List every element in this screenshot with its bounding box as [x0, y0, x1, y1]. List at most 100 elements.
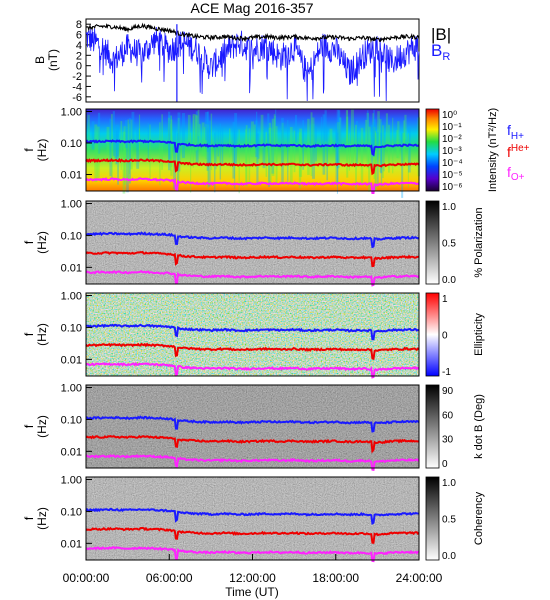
gyro-line-f-he — [85, 434, 420, 454]
spectrogram-streak — [187, 114, 191, 142]
b-series — [85, 22, 420, 102]
f-ytick-label: 1.00 — [61, 106, 82, 118]
f-ylabel: f — [22, 332, 36, 336]
f-ylabel-unit: (Hz) — [35, 323, 49, 346]
spectrogram-streak — [205, 123, 207, 160]
spectrogram-streak — [380, 132, 383, 174]
f-ylabel-unit: (Hz) — [35, 507, 49, 530]
spectrogram-streak — [281, 117, 284, 183]
spectrogram-streak — [215, 125, 217, 170]
colorbar-label: Coherency — [473, 491, 485, 545]
x-tick-label: 12:00:00 — [229, 571, 276, 585]
spectrogram-streak — [206, 125, 209, 171]
spectrogram-streak — [168, 115, 172, 160]
f-ylabel-unit: (Hz) — [35, 139, 49, 162]
spectrogram-streak — [366, 112, 369, 169]
spectrogram-streak — [91, 121, 95, 150]
spectrogram-streak — [120, 121, 123, 170]
spectrogram-streak — [217, 128, 219, 157]
gyro-line-f-he — [85, 158, 420, 176]
spectrogram-streak — [136, 129, 140, 169]
panel-polarization: 1.00 0.10 0.01 f (Hz) 1.0 0.5 0.0 % Polarization — [22, 199, 485, 287]
f-ytick-label: 0.10 — [61, 138, 82, 150]
f-ytick-label: 1.00 — [61, 199, 82, 211]
spectrogram-streak — [312, 123, 315, 179]
spectrogram-streak — [329, 128, 333, 154]
spectrogram-streak — [96, 126, 100, 178]
b-ylabel-unit: (nT) — [46, 49, 60, 71]
colorbar-tick-label: 0 — [442, 331, 448, 342]
spectrogram-streak — [368, 126, 371, 192]
spectrogram-streak — [110, 114, 113, 178]
spectrogram-streak — [122, 131, 126, 194]
colorbar-tick-label: 10⁻¹ — [442, 122, 462, 133]
spectrogram-streak — [170, 115, 173, 167]
spectrogram-streak — [336, 128, 339, 194]
f-ytick-label: 0.10 — [61, 322, 82, 334]
spectrogram-streak — [192, 115, 194, 168]
spectrogram-streak — [130, 119, 133, 170]
colorbar-label: Ellipticity — [473, 313, 485, 356]
spectrogram-streak — [324, 110, 327, 142]
spectrogram-streak — [114, 129, 118, 159]
spectrogram-streak — [385, 113, 388, 150]
f-ytick-label: 0.01 — [61, 262, 82, 274]
f-ytick-label: 0.10 — [61, 506, 82, 518]
colorbar-tick-label: 1.0 — [442, 202, 456, 213]
spectrogram-streak — [127, 119, 130, 181]
gyro-line-f-h — [85, 507, 420, 525]
gyro-line-f-h — [85, 231, 420, 249]
spectrogram-streak — [124, 120, 128, 148]
spectrogram-streak — [396, 130, 399, 159]
spectrogram-streak — [271, 118, 275, 176]
panel-ellipticity: 1.00 0.10 0.01 f (Hz) 1 0 -1 Ellipticity — [22, 291, 485, 379]
spectrogram-streak — [181, 113, 185, 158]
x-axis-ticks: 00:00:00 06:00:00 12:00:00 18:00:00 24:00:00 — [63, 554, 443, 585]
spectrogram-streak — [402, 132, 405, 164]
colorbar-tick-label: 30 — [442, 435, 454, 446]
f-ytick-label: 1.00 — [61, 383, 82, 395]
x-tick-label: 06:00:00 — [146, 571, 193, 585]
colorbar-polarization — [425, 200, 440, 285]
spectrogram-streak — [94, 124, 98, 182]
spectrogram-streak — [407, 126, 411, 173]
b-ytick-label: 4 — [76, 40, 82, 52]
spectrogram-streak — [232, 121, 235, 179]
spectrogram-streak — [112, 111, 115, 157]
f-ylabel-unit: (Hz) — [35, 415, 49, 438]
spectrogram-streak — [195, 115, 199, 150]
spectrogram-streak — [138, 114, 141, 151]
b-ytick-label: 0 — [76, 61, 82, 73]
spectrogram-streak — [250, 121, 254, 157]
spectrogram-streak — [117, 124, 119, 185]
f-ylabel: f — [22, 424, 36, 428]
panel-coherency: 1.00 0.10 0.01 f (Hz) 1.0 0.5 0.0 Coherency — [22, 475, 485, 563]
spectrogram-streak — [388, 124, 390, 173]
spectrogram-streak — [198, 124, 201, 150]
spectrogram-streak — [267, 113, 270, 148]
spectrogram-streak — [128, 123, 130, 174]
f-ylabel: f — [22, 148, 36, 152]
colorbar-tick-label: 10⁰ — [442, 110, 457, 121]
spectrogram-streak — [210, 113, 213, 171]
spectrogram-streak — [275, 126, 278, 183]
spectrogram-streak — [379, 119, 382, 173]
spectrogram-streak — [170, 119, 173, 176]
f-ylabel: f — [22, 516, 36, 520]
b-ytick-label: 2 — [76, 50, 82, 62]
spectrogram-streak — [404, 114, 407, 140]
gyro-line-f-o — [85, 361, 420, 379]
gyro-line-f-h — [85, 139, 420, 157]
spectrogram-streak — [311, 117, 315, 146]
spectrogram-streak — [377, 111, 380, 155]
gyro-legend: fH+ fHe+ fO+ — [507, 122, 530, 183]
f-ytick-label: 0.10 — [61, 230, 82, 242]
spectrogram-streak — [195, 114, 198, 151]
colorbar-tick-label: 1.0 — [442, 478, 456, 489]
colorbar-tick-label: 0.5 — [442, 515, 456, 526]
spectrogram-streak — [207, 124, 209, 189]
spectrogram-streak — [245, 125, 248, 187]
b-ytick-label: -6 — [72, 92, 82, 104]
